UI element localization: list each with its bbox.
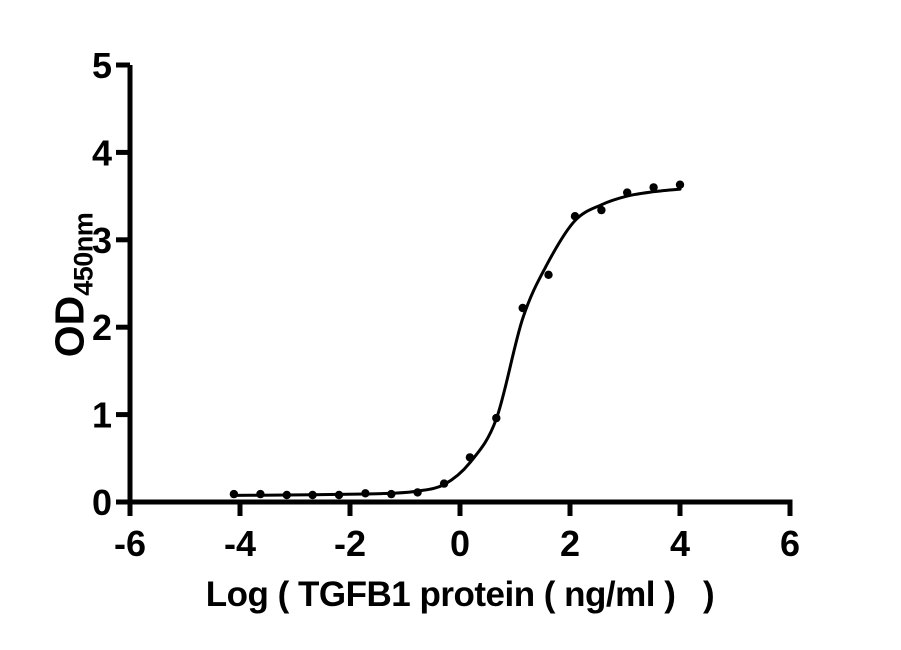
y-tick-label-0: 0	[92, 482, 112, 523]
fit-curve	[232, 187, 682, 497]
data-point-7	[413, 488, 422, 497]
y-tick-label-3: 3	[92, 220, 112, 261]
axis-tick-labels: 0 1 2 3 4 5 -6 -4 -2 0 2 4 6	[92, 45, 800, 564]
x-tick-label--4: -4	[224, 523, 256, 564]
data-point-15	[623, 188, 632, 197]
y-tick-label-5: 5	[92, 45, 112, 86]
y-axis-title-subscript: 450nm	[68, 212, 99, 296]
x-tick-label--2: -2	[334, 523, 366, 564]
data-point-1	[256, 489, 265, 499]
data-point-14	[597, 205, 606, 215]
data-point-12	[544, 270, 553, 279]
data-point-5	[361, 489, 370, 498]
data-point-9	[465, 453, 475, 462]
y-tick-label-2: 2	[92, 307, 112, 348]
data-point-17	[675, 180, 685, 189]
x-tick-label-6: 6	[780, 523, 800, 564]
data-point-8	[439, 479, 449, 488]
axes	[127, 65, 793, 505]
data-point-2	[282, 490, 291, 500]
x-tick-label-4: 4	[670, 523, 690, 564]
y-tick-label-1: 1	[92, 395, 112, 436]
data-point-4	[334, 490, 344, 500]
x-tick-label-2: 2	[560, 523, 580, 564]
x-tick-label-0: 0	[450, 523, 470, 564]
data-point-6	[387, 489, 396, 499]
x-axis-title: Log ( TGFB1 protein ( ng/ml ) )	[205, 575, 715, 614]
axis-ticks	[116, 62, 793, 516]
y-tick-label-4: 4	[92, 132, 112, 173]
data-points	[229, 180, 685, 500]
data-point-10	[492, 413, 501, 423]
data-point-16	[649, 183, 658, 192]
y-axis-title: OD450nm	[46, 213, 99, 358]
y-axis-title-main: OD	[46, 295, 93, 358]
data-point-13	[570, 212, 580, 221]
data-point-0	[229, 489, 239, 499]
x-tick-label--6: -6	[114, 523, 146, 564]
data-point-3	[308, 490, 317, 500]
data-point-11	[518, 303, 527, 313]
